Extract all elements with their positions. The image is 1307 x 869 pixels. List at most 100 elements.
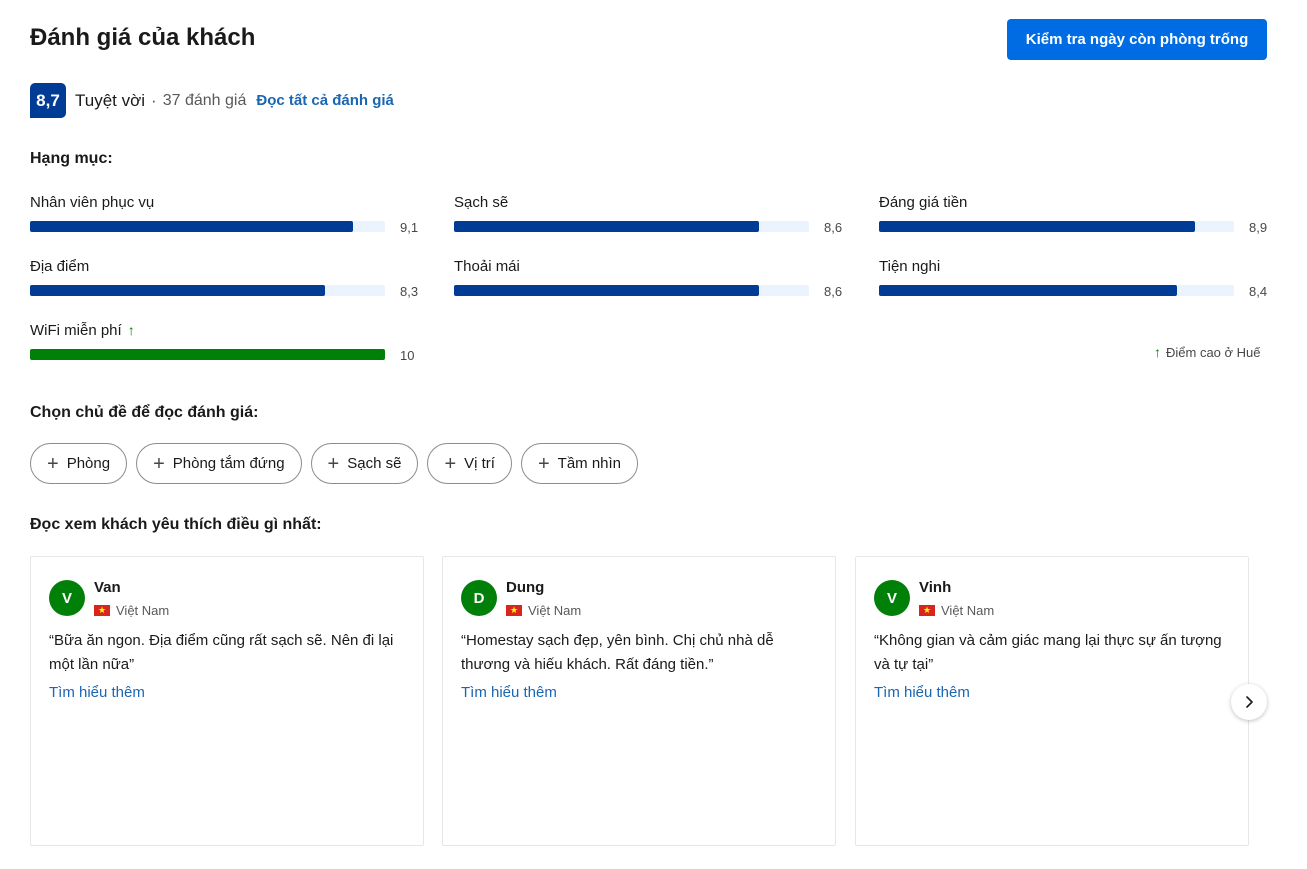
avatar: D bbox=[461, 580, 497, 616]
category-bar-row: 9,1 bbox=[30, 217, 420, 239]
category-bar-fill bbox=[879, 221, 1195, 232]
category-item: Nhân viên phục vụ 9,1 bbox=[30, 193, 420, 239]
plus-icon: + bbox=[537, 452, 550, 475]
category-score: 8,9 bbox=[1249, 220, 1268, 235]
category-item: Đáng giá tiền 8,9 bbox=[879, 193, 1269, 239]
category-bar-row: 8,6 bbox=[454, 217, 844, 239]
review-count: 37 đánh giá bbox=[162, 91, 247, 109]
category-item: Địa điểm 8,3 bbox=[30, 257, 420, 303]
category-bar-row: 10 bbox=[30, 345, 420, 367]
category-bar-fill bbox=[30, 285, 325, 296]
category-label: Đáng giá tiền bbox=[879, 193, 1269, 211]
topic-chip[interactable]: + Phòng tắm đứng bbox=[136, 443, 302, 484]
read-more-link[interactable]: Tìm hiểu thêm bbox=[461, 684, 557, 701]
topic-chip-label: Tầm nhìn bbox=[557, 455, 622, 472]
category-label-text: Thoải mái bbox=[454, 257, 520, 275]
topics-heading: Chọn chủ đề để đọc đánh giá: bbox=[30, 404, 259, 421]
category-item: Tiện nghi 8,4 bbox=[879, 257, 1269, 303]
reviewer-country: ★ Việt Nam bbox=[94, 603, 169, 618]
category-bar-track bbox=[30, 221, 385, 232]
chevron-right-icon bbox=[1246, 696, 1253, 708]
next-reviews-button[interactable] bbox=[1231, 684, 1267, 720]
category-bar-track bbox=[30, 285, 385, 296]
review-text: “Homestay sạch đẹp, yên bình. Chị chủ nh… bbox=[461, 632, 774, 673]
score-separator: · bbox=[151, 90, 157, 110]
topic-chip-label: Phòng bbox=[66, 455, 111, 472]
category-label-text: Đáng giá tiền bbox=[879, 193, 968, 211]
topic-chip[interactable]: + Phòng bbox=[30, 443, 128, 484]
category-label-text: Nhân viên phục vụ bbox=[30, 193, 155, 211]
category-score: 8,6 bbox=[824, 284, 843, 299]
score-word: Tuyệt vời bbox=[75, 90, 146, 110]
category-bar-fill bbox=[879, 285, 1178, 296]
category-bar-row: 8,9 bbox=[879, 217, 1269, 239]
category-score: 8,4 bbox=[1249, 284, 1268, 299]
category-bar-fill bbox=[454, 285, 760, 296]
category-label: Tiện nghi bbox=[879, 257, 1269, 275]
category-label: Nhân viên phục vụ bbox=[30, 193, 420, 211]
category-label: WiFi miễn phí ↑ bbox=[30, 321, 420, 339]
category-label-text: Tiện nghi bbox=[879, 257, 941, 275]
category-label: Sạch sẽ bbox=[454, 193, 844, 211]
topic-chip[interactable]: + Sạch sẽ bbox=[310, 443, 419, 484]
category-item: WiFi miễn phí ↑ 10 bbox=[30, 321, 420, 367]
plus-icon: + bbox=[327, 452, 340, 475]
read-all-reviews-link[interactable]: Đọc tất cả đánh giá bbox=[256, 92, 394, 109]
reviewer-name: Vinh bbox=[919, 579, 952, 596]
category-bar-row: 8,6 bbox=[454, 281, 844, 303]
category-item: Sạch sẽ 8,6 bbox=[454, 193, 844, 239]
plus-icon: + bbox=[444, 452, 457, 475]
reviewer-country-text: Việt Nam bbox=[116, 603, 170, 618]
category-bar-row: 8,4 bbox=[879, 281, 1269, 303]
category-bar-fill bbox=[30, 349, 385, 360]
vietnam-flag-icon: ★ bbox=[506, 605, 522, 616]
topic-chips: + Phòng + Phòng tắm đứng + Sạch sẽ + Vị trí + Tầm… bbox=[30, 443, 639, 484]
reviewer-country-text: Việt Nam bbox=[941, 603, 995, 618]
reviewer-name: Dung bbox=[506, 579, 545, 596]
category-bar-track bbox=[454, 221, 809, 232]
reviewer-name: Van bbox=[94, 579, 121, 596]
check-availability-button[interactable]: Kiểm tra ngày còn phòng trống bbox=[1007, 19, 1267, 60]
review-card: D Dung ★ Việt Nam “Homestay sạch đẹp, yên bì… bbox=[442, 556, 836, 846]
topic-chip-label: Sạch sẽ bbox=[347, 455, 402, 472]
review-card: V Vinh ★ Việt Nam “Không gian và cảm giác ma… bbox=[855, 556, 1249, 846]
categories-heading: Hạng mục: bbox=[30, 150, 113, 167]
avatar: V bbox=[874, 580, 910, 616]
up-arrow-icon: ↑ bbox=[127, 322, 135, 338]
read-more-link[interactable]: Tìm hiểu thêm bbox=[49, 684, 145, 701]
category-score: 8,3 bbox=[400, 284, 419, 299]
topic-chip[interactable]: + Tầm nhìn bbox=[520, 443, 639, 484]
up-arrow-icon: ↑ bbox=[1154, 344, 1161, 360]
category-bar-row: 8,3 bbox=[30, 281, 420, 303]
vietnam-flag-icon: ★ bbox=[94, 605, 110, 616]
high-score-note-text: Điểm cao ở Huế bbox=[1166, 344, 1261, 360]
avatar: V bbox=[49, 580, 85, 616]
category-label: Thoải mái bbox=[454, 257, 844, 275]
review-text: “Không gian và cảm giác mang lại thực sự… bbox=[874, 632, 1222, 673]
topic-chip-label: Vị trí bbox=[464, 455, 495, 472]
score-badge: 8,7 bbox=[30, 83, 66, 118]
category-item: Thoải mái 8,6 bbox=[454, 257, 844, 303]
plus-icon: + bbox=[47, 452, 59, 475]
reviews-heading: Đọc xem khách yêu thích điều gì nhất: bbox=[30, 516, 322, 533]
page-title: Đánh giá của khách bbox=[30, 24, 256, 51]
category-score: 10 bbox=[400, 348, 415, 363]
review-card: V Van ★ Việt Nam “Bữa ăn ngon. Địa điểm cũng… bbox=[30, 556, 424, 846]
category-score: 8,6 bbox=[824, 220, 843, 235]
topic-chip[interactable]: + Vị trí bbox=[427, 443, 512, 484]
review-text: “Bữa ăn ngon. Địa điểm cũng rất sạch sẽ.… bbox=[49, 632, 394, 673]
category-label-text: Địa điểm bbox=[30, 257, 90, 275]
category-bar-track bbox=[454, 285, 809, 296]
category-score: 9,1 bbox=[400, 220, 419, 235]
category-label: Địa điểm bbox=[30, 257, 420, 275]
score-row: 8,7 Tuyệt vời · 37 đánh giá Đọc tất cả đ… bbox=[30, 83, 394, 118]
topic-chip-label: Phòng tắm đứng bbox=[172, 455, 285, 472]
plus-icon: + bbox=[153, 452, 165, 475]
high-score-note: ↑ Điểm cao ở Huế bbox=[1154, 344, 1261, 360]
reviewer-country: ★ Việt Nam bbox=[919, 603, 994, 618]
reviewer-country: ★ Việt Nam bbox=[506, 603, 581, 618]
reviewer-country-text: Việt Nam bbox=[528, 603, 582, 618]
category-label-text: WiFi miễn phí bbox=[30, 321, 122, 339]
category-label-text: Sạch sẽ bbox=[454, 193, 509, 211]
read-more-link[interactable]: Tìm hiểu thêm bbox=[874, 684, 970, 701]
